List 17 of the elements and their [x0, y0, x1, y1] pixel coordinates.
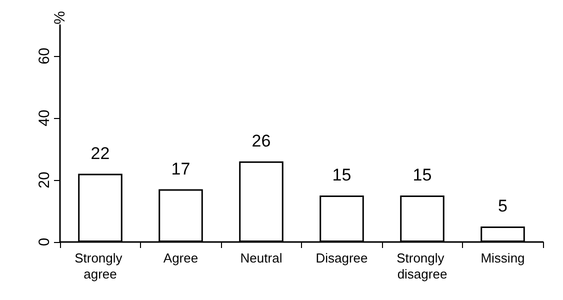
data-label: 26 — [252, 131, 271, 150]
x-tick-label: Disagree — [316, 250, 368, 266]
data-label: 15 — [332, 166, 352, 184]
x-tick-label: Strongly disagree — [396, 250, 448, 282]
y-axis-title: % — [52, 11, 68, 24]
y-tick-label: 40 — [36, 110, 53, 126]
data-label: 5 — [498, 196, 508, 216]
y-tick-label: 60 — [36, 48, 53, 64]
data-label: 17 — [171, 159, 190, 178]
y-tick-label: 20 — [36, 172, 53, 188]
x-tick-label: Missing — [480, 250, 525, 266]
x-tick-label: Strongly agree — [74, 250, 126, 282]
data-label: 22 — [90, 144, 110, 163]
data-label: 15 — [412, 166, 432, 184]
x-tick-label: Agree — [163, 250, 198, 266]
x-tick-label: Neutral — [240, 250, 282, 266]
y-tick-label: 0 — [36, 238, 53, 246]
